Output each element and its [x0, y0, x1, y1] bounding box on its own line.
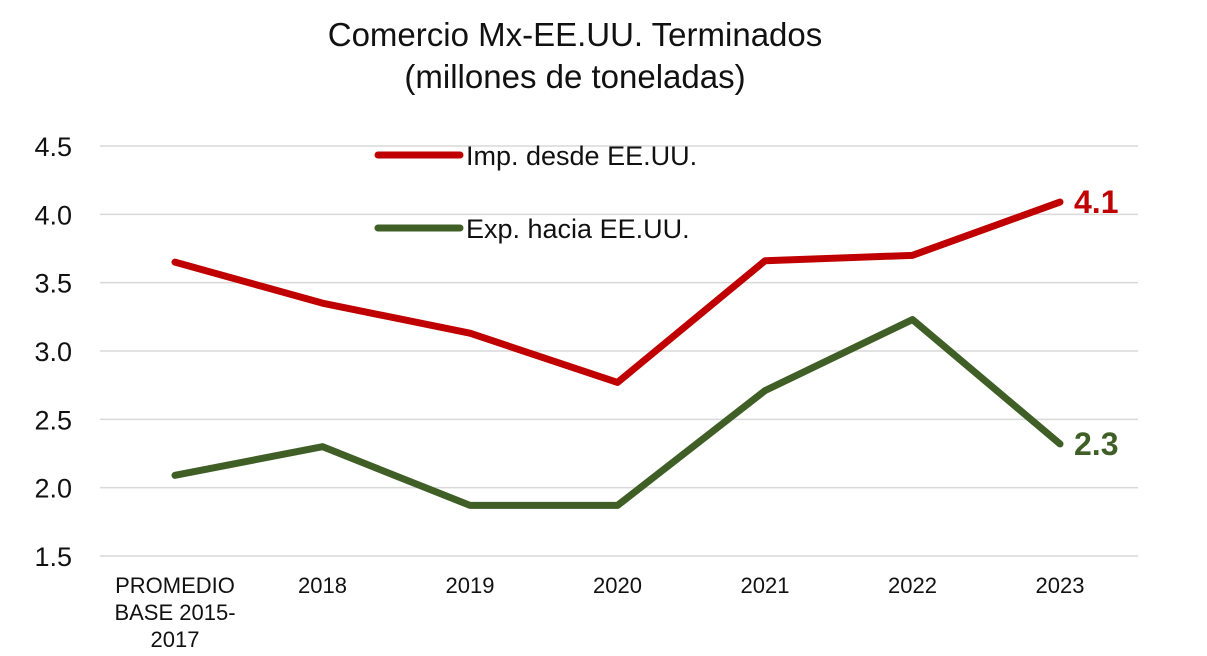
x-tick-label: 2020 [593, 573, 642, 598]
y-tick-label: 1.5 [34, 542, 72, 572]
x-tick-label: 2022 [888, 573, 937, 598]
chart-subtitle-line-2: (millones de toneladas) [404, 58, 746, 95]
legend: Imp. desde EE.UU. Exp. hacia EE.UU. [374, 141, 697, 244]
chart-title: Comercio Mx-EE.UU. Terminados (millones … [0, 14, 1150, 98]
y-axis-tick-labels: 1.5 2.0 2.5 3.0 3.5 4.0 4.5 [34, 132, 72, 572]
chart-title-line-1: Comercio Mx-EE.UU. Terminados [327, 16, 823, 53]
end-label-exports: 2.3 [1074, 426, 1118, 462]
y-tick-label: 2.0 [34, 474, 72, 504]
x-tick-label: 2023 [1036, 573, 1085, 598]
x-tick-label: PROMEDIO BASE 2015-2017 [114, 573, 235, 652]
y-tick-label: 2.5 [34, 405, 72, 435]
gridlines [100, 145, 1138, 557]
x-axis-tick-labels: PROMEDIO BASE 2015-2017 2018 2019 2020 2021 20… [114, 573, 1084, 652]
y-tick-label: 3.0 [34, 337, 72, 367]
x-tick-label: 2021 [741, 573, 790, 598]
end-label-imports: 4.1 [1074, 184, 1118, 220]
y-tick-label: 3.5 [34, 269, 72, 299]
end-labels: 4.1 2.3 [1074, 184, 1118, 462]
x-tick-label: 2018 [298, 573, 347, 598]
x-tick-label: 2019 [446, 573, 495, 598]
legend-label-imports: Imp. desde EE.UU. [466, 141, 697, 171]
legend-label-exports: Exp. hacia EE.UU. [466, 214, 690, 244]
y-tick-label: 4.5 [34, 132, 72, 162]
y-tick-label: 4.0 [34, 200, 72, 230]
series-line-exports [171, 316, 1064, 509]
series-lines [171, 198, 1064, 509]
